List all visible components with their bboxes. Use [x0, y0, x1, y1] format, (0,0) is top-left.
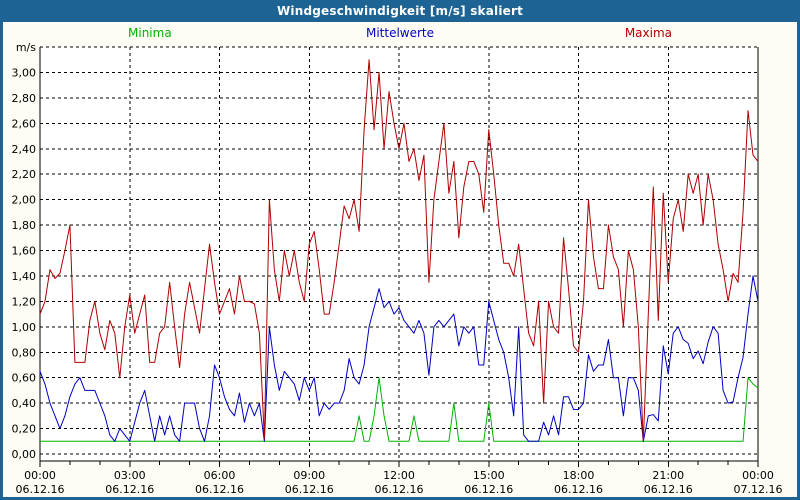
x-tick-time-label: 03:00 [114, 469, 146, 482]
legend-mittelwerte-label: Mittelwerte [365, 26, 435, 40]
y-tick-label: 2,00 [12, 194, 37, 207]
y-tick-label: m/s [16, 41, 36, 54]
x-tick-date-label: 06.12.16 [375, 483, 424, 496]
series-line-maxima [39, 59, 759, 442]
y-tick-label: 2,40 [12, 143, 37, 156]
x-tick-time-label: 21:00 [652, 469, 684, 482]
x-tick-date-label: 06.12.16 [644, 483, 693, 496]
chart-legend: Minima Mittelwerte Maxima [0, 26, 800, 42]
window-titlebar: Windgeschwindigkeit [m/s] skaliert [0, 0, 800, 22]
y-tick-label: 0,00 [12, 448, 37, 461]
y-tick-label: 2,20 [12, 168, 37, 181]
y-tick-label: 1,40 [12, 270, 37, 283]
y-tick-label: 0,20 [12, 423, 37, 436]
y-tick-label: 1,00 [12, 321, 37, 334]
y-tick-label: 1,80 [12, 219, 37, 232]
y-tick-label: 1,60 [12, 245, 37, 258]
y-tick-label: 1,20 [12, 295, 37, 308]
series-line-mittelwerte [39, 275, 759, 442]
x-tick-date-label: 06.12.16 [285, 483, 334, 496]
x-tick-time-label: 12:00 [383, 469, 415, 482]
x-tick-time-label: 09:00 [293, 469, 325, 482]
x-tick-time-label: 18:00 [563, 469, 595, 482]
x-tick-date-label: 06.12.16 [464, 483, 513, 496]
legend-maxima-label: Maxima [624, 26, 672, 40]
window-title: Windgeschwindigkeit [m/s] skaliert [276, 4, 524, 18]
y-tick-label: 2,60 [12, 117, 37, 130]
y-tick-label: 3,00 [12, 66, 37, 79]
x-tick-time-label: 06:00 [204, 469, 236, 482]
x-tick-time-label: 15:00 [473, 469, 505, 482]
y-tick-label: 0,80 [12, 346, 37, 359]
y-tick-label: 2,80 [12, 92, 37, 105]
y-tick-label: 0,40 [12, 397, 37, 410]
series-line-minima [40, 377, 759, 442]
x-tick-date-label: 06.12.16 [105, 483, 154, 496]
x-tick-time-label: 00:00 [742, 469, 774, 482]
x-tick-date-label: 06.12.16 [554, 483, 603, 496]
x-tick-time-label: 00:00 [24, 469, 56, 482]
x-tick-date-label: 06.12.16 [195, 483, 244, 496]
x-tick-date-label: 06.12.16 [16, 483, 65, 496]
y-tick-label: 0,60 [12, 372, 37, 385]
x-tick-date-label: 07.12.16 [734, 483, 783, 496]
legend-minima-label: Minima [128, 26, 172, 40]
